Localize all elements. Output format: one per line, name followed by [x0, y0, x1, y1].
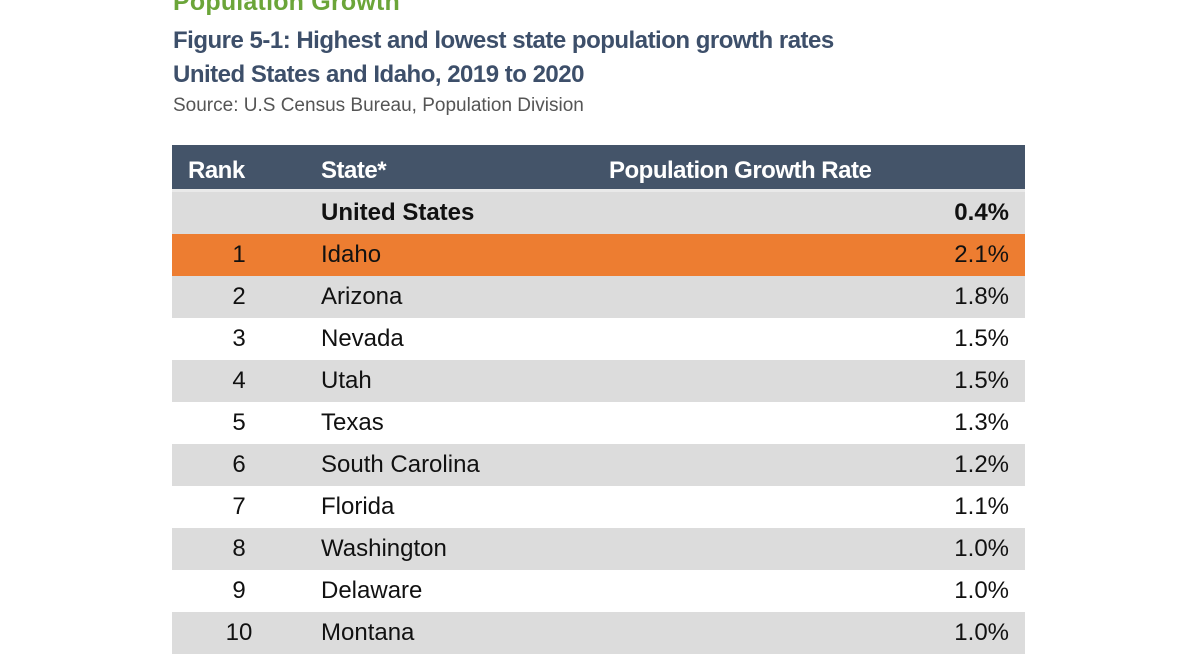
table-row: 1 Idaho 2.1%: [172, 234, 1025, 276]
growth-rate-table: Rank State* Population Growth Rate Unite…: [172, 145, 1025, 654]
state-cell: Delaware: [321, 577, 423, 604]
us-rate-cell: 0.4%: [954, 199, 1009, 226]
table-body: 1 Idaho 2.1% 2 Arizona 1.8% 3 Nevada 1.5% 4 Utah 1.…: [172, 234, 1025, 654]
table-row: 6 South Carolina 1.2%: [172, 444, 1025, 486]
rank-cell: 3: [232, 325, 246, 352]
rank-cell: 4: [232, 367, 246, 394]
rate-cell: 1.0%: [954, 619, 1009, 646]
rank-cell: 8: [232, 535, 246, 562]
rate-cell: 1.0%: [954, 535, 1009, 562]
state-cell: Montana: [321, 619, 415, 646]
state-cell: Utah: [321, 367, 372, 394]
header-growth-rate: Population Growth Rate: [609, 157, 872, 184]
table-row: 10 Montana 1.0%: [172, 612, 1025, 654]
figure-title: Figure 5-1: Highest and lowest state pop…: [173, 27, 834, 54]
rank-cell: 9: [232, 577, 246, 604]
table-row: 2 Arizona 1.8%: [172, 276, 1025, 318]
state-cell: South Carolina: [321, 451, 480, 478]
rank-cell: 6: [232, 451, 246, 478]
state-cell: Arizona: [321, 283, 403, 310]
state-cell: Nevada: [321, 325, 404, 352]
us-state-cell: United States: [321, 199, 475, 226]
table-header: Rank State* Population Growth Rate: [172, 145, 1025, 192]
figure-subtitle: United States and Idaho, 2019 to 2020: [173, 61, 584, 88]
table-row: 7 Florida 1.1%: [172, 486, 1025, 528]
state-cell: Idaho: [321, 241, 382, 268]
rate-cell: 2.1%: [954, 241, 1009, 268]
rank-cell: 5: [232, 409, 246, 436]
rate-cell: 1.3%: [954, 409, 1009, 436]
rank-cell: 10: [225, 619, 253, 646]
rank-cell: 1: [232, 241, 246, 268]
header-state: State*: [321, 157, 387, 184]
rate-cell: 1.5%: [954, 367, 1009, 394]
state-cell: Texas: [321, 409, 384, 436]
state-cell: Washington: [321, 535, 447, 562]
table-row: 5 Texas 1.3%: [172, 402, 1025, 444]
section-title: Population Growth: [173, 0, 400, 16]
table-row: 4 Utah 1.5%: [172, 360, 1025, 402]
header-rank: Rank: [188, 157, 245, 184]
united-states-row: United States 0.4%: [172, 192, 1025, 234]
rate-cell: 1.8%: [954, 283, 1009, 310]
rate-cell: 1.2%: [954, 451, 1009, 478]
table-row: 8 Washington 1.0%: [172, 528, 1025, 570]
rate-cell: 1.5%: [954, 325, 1009, 352]
state-cell: Florida: [321, 493, 395, 520]
table-row: 9 Delaware 1.0%: [172, 570, 1025, 612]
rank-cell: 2: [232, 283, 246, 310]
rank-cell: 7: [232, 493, 246, 520]
figure-source: Source: U.S Census Bureau, Population Di…: [173, 95, 584, 116]
rate-cell: 1.0%: [954, 577, 1009, 604]
table-row: 3 Nevada 1.5%: [172, 318, 1025, 360]
rate-cell: 1.1%: [954, 493, 1009, 520]
